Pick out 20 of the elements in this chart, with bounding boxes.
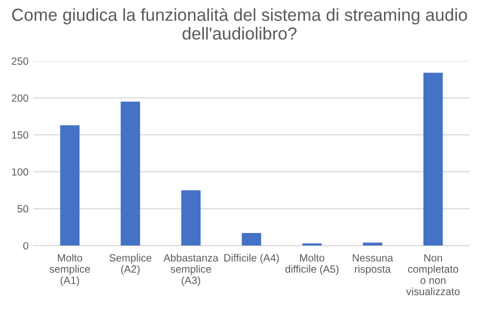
x-tick-label: Non completato o non visualizzato [406,254,460,296]
bar [423,72,443,246]
x-tick-label: Abbastanza semplice (A3) [163,254,218,286]
x-tick-label: Nessuna risposta [352,254,394,275]
y-tick-label: 150 [12,131,28,139]
chart-title: Come giudica la funzionalità del sistema di streaming audio dell'audiolibro? [12,8,468,40]
x-tick-label: Difficile (A4) [224,254,279,264]
x-tick-label: Molto semplice (A1) [50,254,90,286]
x-tick-label: Semplice (A2) [109,254,152,275]
y-tick-label: 250 [12,57,28,65]
y-tick-label: 200 [12,94,28,102]
bar [242,233,262,246]
bar [181,190,201,246]
y-tick-label: 100 [12,168,28,176]
bar [120,102,140,246]
bar [362,242,382,246]
y-tick-label: 0 [23,242,28,250]
x-tick-label: Molto difficile (A5) [285,254,338,275]
y-tick-label: 50 [18,205,28,213]
bar [60,125,80,246]
